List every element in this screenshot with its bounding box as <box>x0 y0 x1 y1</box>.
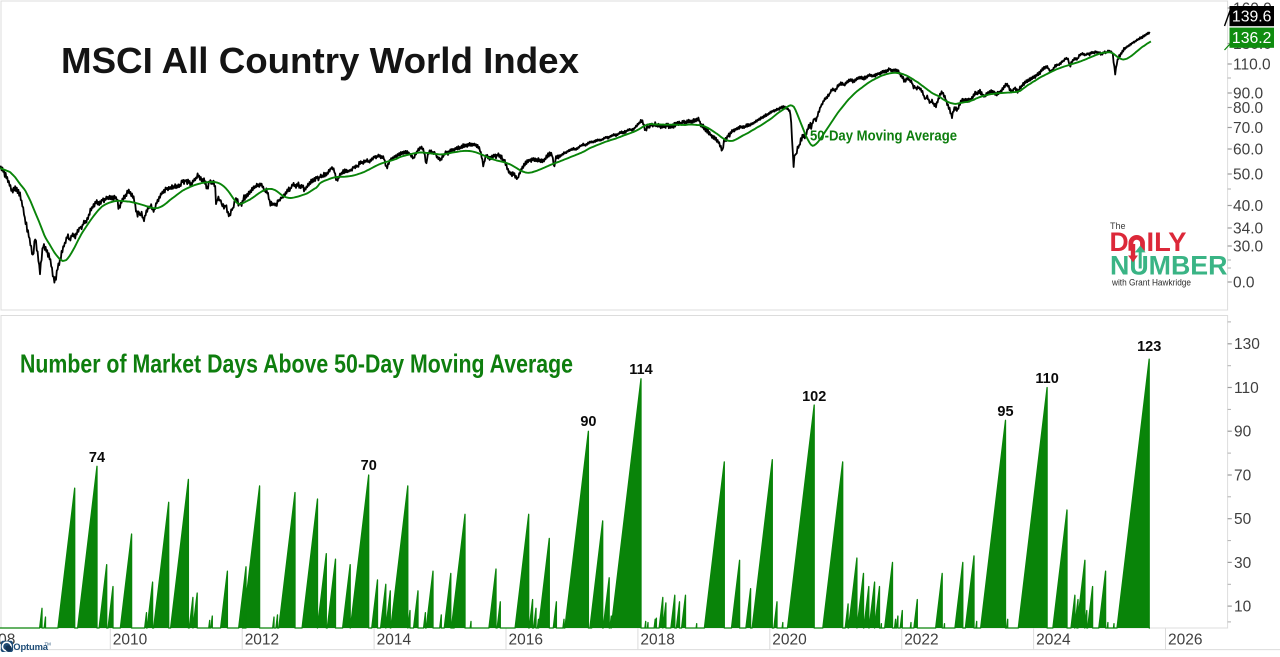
svg-text:90: 90 <box>1234 424 1252 441</box>
svg-text:2010: 2010 <box>113 632 148 649</box>
svg-text:ILY: ILY <box>1147 227 1187 257</box>
svg-text:TM: TM <box>45 641 52 646</box>
svg-text:2020: 2020 <box>772 632 807 649</box>
svg-text:139.6: 139.6 <box>1232 9 1272 26</box>
svg-text:The: The <box>1110 221 1126 231</box>
svg-text:2014: 2014 <box>377 632 412 649</box>
svg-text:110: 110 <box>1035 371 1058 387</box>
svg-text:30: 30 <box>1234 555 1252 572</box>
svg-text:70: 70 <box>361 458 377 474</box>
svg-text:114: 114 <box>629 362 652 378</box>
svg-text:90.0: 90.0 <box>1233 85 1264 102</box>
svg-text:34.0: 34.0 <box>1233 220 1264 237</box>
svg-text:110: 110 <box>1234 380 1259 397</box>
svg-text:102: 102 <box>802 389 826 405</box>
svg-text:30.0: 30.0 <box>1233 238 1264 255</box>
svg-text:2024: 2024 <box>1036 632 1071 649</box>
svg-text:95: 95 <box>997 404 1013 420</box>
svg-text:2018: 2018 <box>640 632 674 649</box>
svg-text:D: D <box>1110 227 1129 257</box>
svg-text:2022: 2022 <box>904 632 938 649</box>
svg-text:60.0: 60.0 <box>1233 141 1264 158</box>
svg-text:0.0: 0.0 <box>1233 274 1255 291</box>
svg-text:74: 74 <box>89 450 105 466</box>
svg-text:70: 70 <box>1234 467 1252 484</box>
svg-text:50.0: 50.0 <box>1233 166 1264 183</box>
svg-text:123: 123 <box>1137 339 1161 355</box>
svg-text:with Grant Hawkridge: with Grant Hawkridge <box>1111 278 1191 288</box>
svg-text:Number of Market Days Above 50: Number of Market Days Above 50-Day Movin… <box>20 349 573 379</box>
svg-text:50: 50 <box>1234 511 1252 528</box>
svg-text:2026: 2026 <box>1168 632 1202 649</box>
svg-text:Optuma: Optuma <box>13 641 48 652</box>
svg-text:10: 10 <box>1234 599 1252 616</box>
svg-text:NUMBER: NUMBER <box>1110 251 1228 281</box>
svg-text:136.2: 136.2 <box>1232 30 1272 47</box>
svg-text:40.0: 40.0 <box>1233 198 1264 215</box>
svg-text:80.0: 80.0 <box>1233 100 1264 117</box>
svg-text:2016: 2016 <box>509 632 543 649</box>
svg-text:50-Day Moving Average: 50-Day Moving Average <box>810 129 957 145</box>
svg-text:130: 130 <box>1234 336 1260 353</box>
svg-text:MSCI All Country World Index: MSCI All Country World Index <box>61 40 580 81</box>
svg-text:110.0: 110.0 <box>1233 56 1271 73</box>
svg-text:90: 90 <box>580 414 596 430</box>
svg-text:2012: 2012 <box>245 632 279 649</box>
svg-text:70.0: 70.0 <box>1233 120 1264 137</box>
